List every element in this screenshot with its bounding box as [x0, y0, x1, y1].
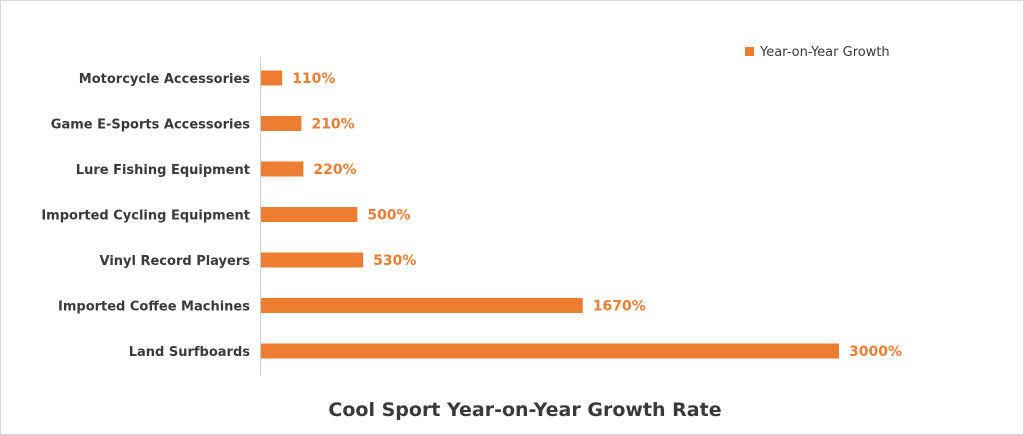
- value-label: 210%: [311, 117, 354, 133]
- category-label: Land Surfboards: [129, 345, 251, 360]
- bar: [261, 70, 283, 86]
- value-label: 220%: [313, 162, 356, 178]
- bar: [261, 298, 583, 313]
- category-label: Imported Cycling Equipment: [41, 209, 250, 224]
- bar: [261, 207, 358, 222]
- category-label: Game E-Sports Accessories: [51, 118, 250, 133]
- value-label: 110%: [292, 71, 335, 87]
- value-label: 1670%: [593, 299, 646, 315]
- category-label: Imported Coffee Machines: [58, 300, 250, 315]
- value-label: 530%: [373, 253, 416, 269]
- category-labels: Motorcycle Accessories Game E-Sports Acce…: [41, 72, 250, 360]
- value-label: 500%: [367, 208, 410, 224]
- category-label: Vinyl Record Players: [99, 254, 250, 269]
- category-label: Motorcycle Accessories: [79, 72, 250, 87]
- bar: [261, 343, 839, 359]
- legend: Year-on-Year Growth: [745, 45, 890, 60]
- legend-label: Year-on-Year Growth: [759, 45, 890, 60]
- bars: [261, 70, 839, 359]
- value-labels: 110% 210% 220% 500% 530% 1670% 3000%: [292, 71, 902, 360]
- bar: [261, 252, 364, 268]
- bar: [261, 161, 304, 177]
- value-label: 3000%: [849, 344, 902, 360]
- chart-title: Cool Sport Year-on-Year Growth Rate: [328, 399, 721, 421]
- legend-swatch: [745, 47, 754, 56]
- bar: [261, 116, 302, 131]
- category-label: Lure Fishing Equipment: [76, 163, 250, 178]
